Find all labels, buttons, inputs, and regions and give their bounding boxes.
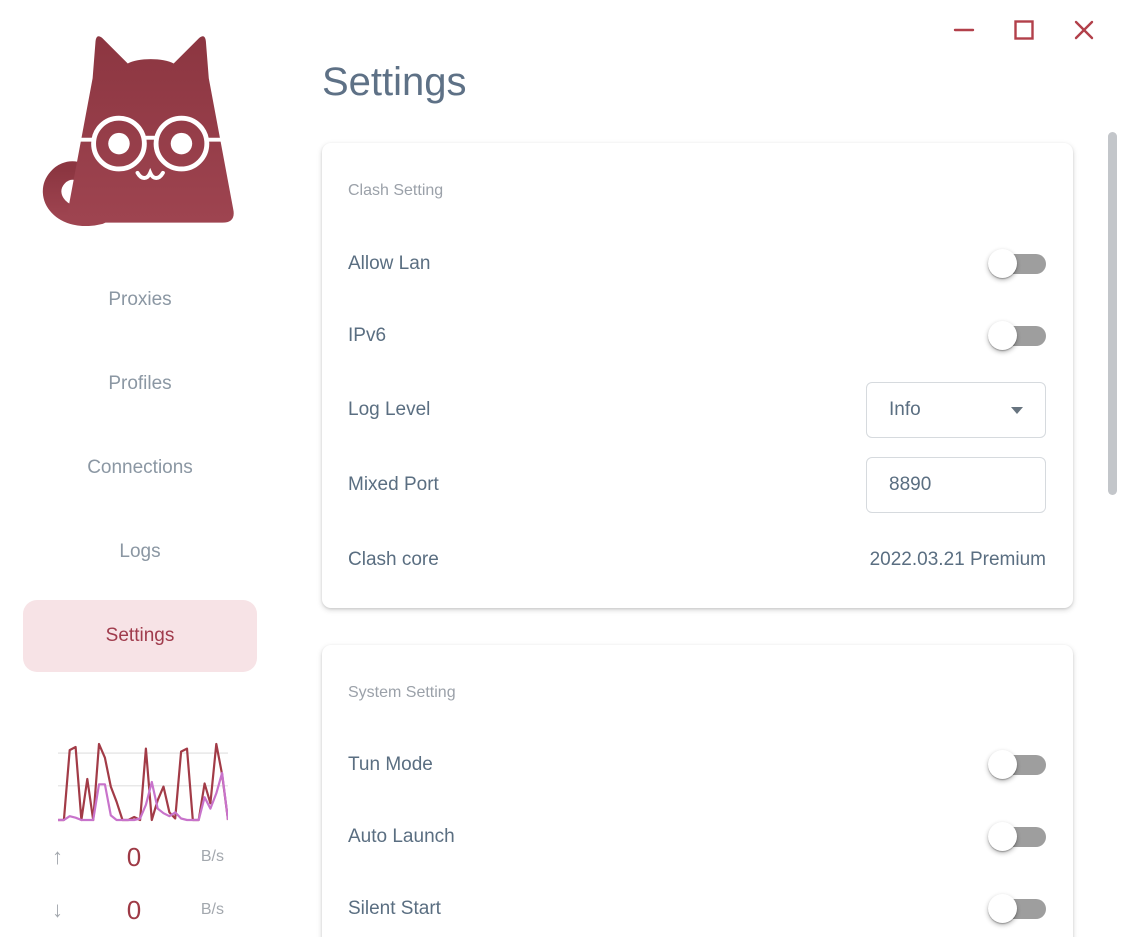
log-level-label: Log Level [348, 399, 431, 420]
upload-speed-unit: B/s [200, 848, 224, 865]
traffic-chart [58, 742, 228, 822]
download-speed-row: ↓ 0 B/s [52, 895, 224, 925]
clash-core-version: 2022.03.21 Premium [869, 549, 1046, 570]
card-title-system-setting: System Setting [348, 684, 456, 701]
clash-setting-card: Clash Setting Allow Lan IPv6 Log Level [322, 143, 1073, 608]
upload-arrow-icon: ↑ [52, 844, 63, 869]
sidebar-item-proxies[interactable]: Proxies [108, 289, 172, 310]
chevron-down-icon [1011, 406, 1023, 414]
setting-row-ipv6: IPv6 [348, 308, 1046, 364]
setting-row-auto-launch: Auto Launch [348, 809, 1046, 865]
sidebar: Proxies Profiles Connections Logs Settin… [0, 0, 280, 937]
setting-row-clash-core: Clash core 2022.03.21 Premium [348, 532, 1046, 588]
download-speed-unit: B/s [200, 901, 224, 918]
silent-start-label: Silent Start [348, 898, 441, 919]
minimize-icon [953, 28, 975, 32]
log-level-select[interactable]: Info [866, 382, 1046, 438]
app-logo [36, 28, 241, 226]
silent-start-toggle[interactable] [988, 894, 1046, 924]
setting-row-log-level: Log Level Info [348, 382, 1046, 438]
minimize-button[interactable] [950, 16, 978, 44]
sidebar-item-profiles[interactable]: Profiles [108, 373, 172, 394]
auto-launch-label: Auto Launch [348, 826, 455, 847]
close-icon [1074, 20, 1094, 40]
system-setting-card: System Setting Tun Mode Auto Launch Sile… [322, 645, 1073, 937]
mixed-port-input[interactable] [866, 457, 1046, 513]
allow-lan-label: Allow Lan [348, 253, 431, 274]
auto-launch-toggle[interactable] [988, 822, 1046, 852]
setting-row-tun-mode: Tun Mode [348, 737, 1046, 793]
maximize-button[interactable] [1010, 16, 1038, 44]
download-speed-value: 0 [126, 894, 142, 925]
sidebar-item-logs[interactable]: Logs [119, 541, 161, 562]
clash-core-label: Clash core [348, 549, 439, 570]
log-level-selected-value: Info [889, 399, 921, 420]
mixed-port-label: Mixed Port [348, 474, 439, 495]
scrollbar[interactable] [1108, 132, 1117, 495]
toggle-knob [988, 249, 1017, 278]
window-controls [950, 16, 1098, 44]
close-button[interactable] [1070, 16, 1098, 44]
sidebar-item-connections[interactable]: Connections [87, 457, 193, 478]
toggle-knob [988, 894, 1017, 923]
allow-lan-toggle[interactable] [988, 249, 1046, 279]
ipv6-label: IPv6 [348, 325, 387, 346]
upload-speed-value: 0 [126, 841, 142, 872]
toggle-knob [988, 321, 1017, 350]
tun-mode-toggle[interactable] [988, 750, 1046, 780]
download-arrow-icon: ↓ [52, 897, 63, 922]
maximize-icon [1014, 20, 1034, 40]
setting-row-silent-start: Silent Start [348, 881, 1046, 937]
cat-logo-icon [42, 36, 234, 226]
setting-row-allow-lan: Allow Lan [348, 236, 1046, 292]
page-title: Settings [322, 60, 467, 104]
upload-speed-row: ↑ 0 B/s [52, 842, 224, 872]
toggle-knob [988, 822, 1017, 851]
tun-mode-label: Tun Mode [348, 754, 433, 775]
ipv6-toggle[interactable] [988, 321, 1046, 351]
card-title-clash-setting: Clash Setting [348, 182, 444, 199]
sidebar-item-settings[interactable]: Settings [23, 600, 257, 672]
toggle-knob [988, 750, 1017, 779]
setting-row-mixed-port: Mixed Port [348, 457, 1046, 513]
